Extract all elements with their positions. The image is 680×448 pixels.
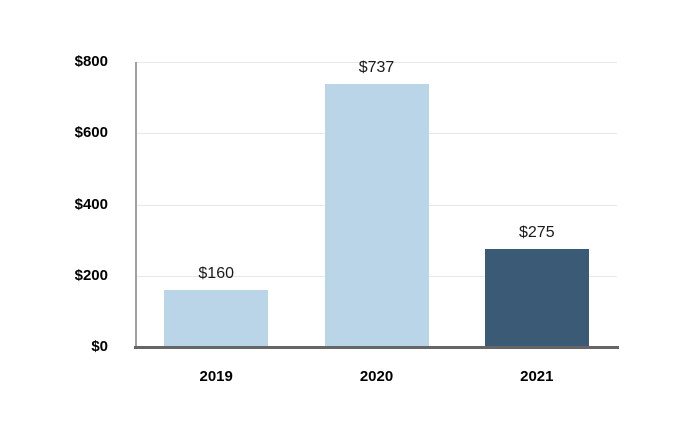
bar-2021 (484, 249, 589, 347)
x-axis-tick-label-2019: 2019 (199, 368, 233, 385)
bar-2019 (164, 290, 269, 347)
y-axis-tick-label: $400 (74, 195, 108, 213)
y-axis-line (135, 62, 137, 347)
y-axis-tick-label: $200 (74, 266, 108, 284)
bar-value-label-2021: $275 (519, 224, 555, 241)
x-axis-tick-label-2021: 2021 (520, 368, 554, 385)
y-axis-tick-label: $0 (91, 338, 108, 355)
bar-2020 (324, 84, 429, 347)
y-axis-tick-label: $800 (74, 53, 108, 70)
x-axis-tick-label-2020: 2020 (359, 368, 394, 385)
bar-value-label-2020: $737 (358, 59, 395, 77)
bar-value-label-2019: $160 (198, 265, 234, 282)
x-axis-line (134, 345, 619, 349)
y-axis-tick-label: $600 (74, 124, 108, 142)
gridline-800 (136, 62, 617, 63)
